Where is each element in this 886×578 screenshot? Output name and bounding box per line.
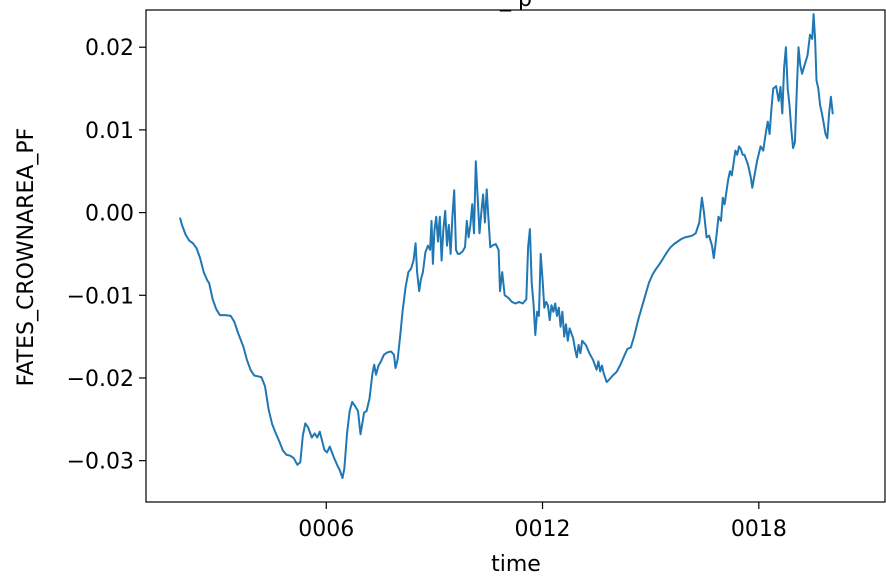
x-axis: 0006 0012 0018 (298, 502, 787, 542)
y-tick-label: 0.00 (85, 202, 134, 227)
plot-frame (145, 9, 886, 503)
y-tick-label: 0.01 (85, 119, 134, 144)
plot-area (145, 9, 886, 503)
y-axis-label: FATES_CROWNAREA_PF (14, 128, 39, 387)
chart-title: _ p (499, 0, 532, 12)
series-line (179, 13, 834, 479)
x-tick-label: 0012 (515, 517, 571, 542)
x-axis-label: time (491, 552, 541, 574)
x-tick-label: 0006 (298, 517, 354, 542)
x-tick-label: 0018 (731, 517, 787, 542)
y-tick-label: −0.02 (67, 367, 134, 392)
y-tick-label: 0.02 (85, 36, 134, 61)
y-tick-label: −0.03 (67, 450, 134, 475)
y-tick-label: −0.01 (67, 284, 134, 309)
y-axis: −0.03 −0.02 −0.01 0.00 0.01 0.02 (67, 36, 146, 475)
